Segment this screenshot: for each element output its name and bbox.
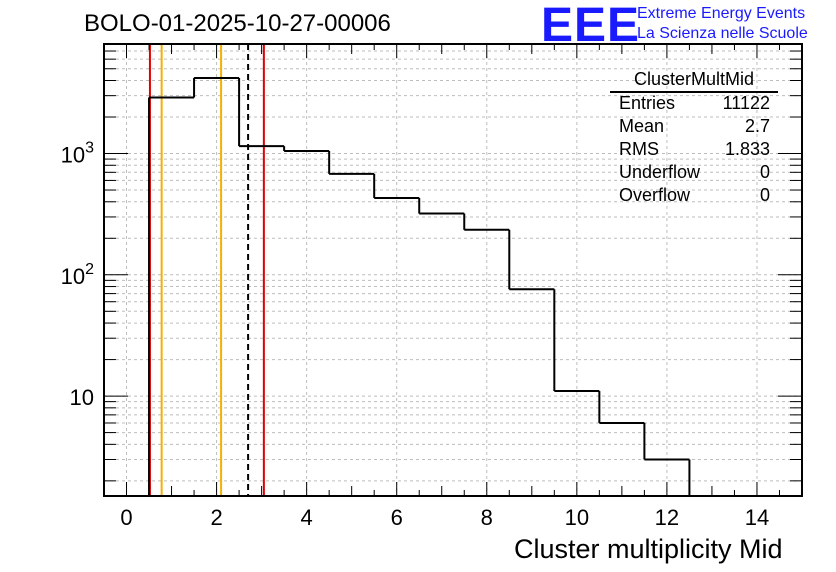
- y-tick-label: 10: [70, 385, 94, 410]
- stats-key: Overflow: [619, 185, 691, 205]
- y-tick-exponent: 3: [85, 140, 94, 157]
- stats-key: Underflow: [619, 162, 701, 182]
- stats-value: 1.833: [724, 139, 770, 159]
- stats-row-entries: Entries 11122: [619, 92, 770, 114]
- stats-value: 0: [759, 185, 770, 205]
- y-tick-label: 102: [61, 261, 94, 289]
- stats-box: ClusterMultMid Entries 11122 Mean 2.7 RM…: [610, 68, 778, 205]
- y-tick-label: 103: [61, 140, 94, 168]
- y-tick-exponent: 2: [85, 261, 94, 278]
- stats-row-rms: RMS 1.833: [619, 138, 770, 160]
- y-tick-base: 10: [70, 385, 94, 410]
- x-tick-label: 2: [210, 505, 222, 530]
- stats-row-underflow: Underflow 0: [619, 161, 770, 183]
- stats-value: 11122: [722, 93, 770, 113]
- logo-eee: EEE: [541, 0, 641, 52]
- x-tick-label: 6: [391, 505, 403, 530]
- logo-line2: La Scienza nelle Scuole: [637, 25, 808, 42]
- stats-key: Entries: [619, 93, 676, 113]
- logo-line1: Extreme Energy Events: [637, 5, 806, 22]
- stats-key: RMS: [619, 139, 659, 159]
- x-tick-label: 4: [301, 505, 313, 530]
- plot-title: BOLO-01-2025-10-27-00006: [84, 10, 391, 37]
- x-tick-label: 14: [745, 505, 769, 530]
- stats-value: 2.7: [744, 116, 770, 136]
- stats-separator: [610, 91, 778, 93]
- x-tick-label: 0: [120, 505, 132, 530]
- y-tick-base: 10: [61, 143, 85, 168]
- x-tick-label: 12: [655, 505, 679, 530]
- x-axis-label: Cluster multiplicity Mid: [514, 534, 783, 564]
- x-tick-label: 10: [565, 505, 589, 530]
- markers: [148, 44, 265, 496]
- stats-row-overflow: Overflow 0: [619, 184, 770, 206]
- stats-value: 0: [759, 162, 770, 182]
- y-tick-base: 10: [61, 264, 85, 289]
- stats-key: Mean: [619, 116, 665, 136]
- stats-row-mean: Mean 2.7: [619, 115, 770, 137]
- x-tick-label: 8: [481, 505, 493, 530]
- histogram: [148, 76, 691, 496]
- stats-title: ClusterMultMid: [633, 69, 755, 89]
- plot-frame: [103, 43, 803, 497]
